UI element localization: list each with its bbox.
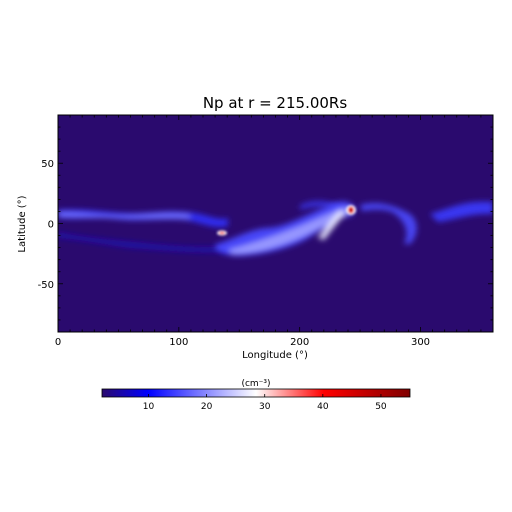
x-tick-label: 0 bbox=[55, 337, 61, 348]
y-tick-label: -50 bbox=[38, 280, 54, 291]
colorbar bbox=[101, 388, 411, 398]
streamer-arc bbox=[215, 201, 355, 256]
x-tick-label: 300 bbox=[411, 337, 430, 348]
y-tick-label: 0 bbox=[48, 220, 54, 231]
x-axis-label: Longitude (°) bbox=[242, 350, 308, 361]
heatmap-background bbox=[58, 115, 493, 332]
axis-ticks: 0 100 200 300 -50 0 50 bbox=[38, 115, 494, 348]
colorbar-tick-label: 30 bbox=[259, 402, 271, 412]
colorbar-tick-label: 50 bbox=[375, 402, 387, 412]
x-tick-label: 200 bbox=[290, 337, 309, 348]
colorbar-tick-label: 10 bbox=[143, 402, 155, 412]
colorbar-ticks: 10 20 30 40 50 bbox=[143, 394, 387, 412]
y-tick-label: 50 bbox=[41, 159, 54, 170]
small-knot bbox=[217, 230, 227, 236]
plot-area bbox=[58, 115, 493, 332]
x-tick-label: 100 bbox=[169, 337, 188, 348]
colorbar-unit-label: (cm⁻³) bbox=[241, 379, 270, 389]
colorbar-tick-label: 40 bbox=[317, 402, 329, 412]
dense-core bbox=[346, 205, 356, 215]
chart-title: Np at r = 215.00Rs bbox=[203, 94, 348, 112]
y-axis-label: Latitude (°) bbox=[17, 195, 28, 252]
colorbar-tick-label: 20 bbox=[201, 402, 213, 412]
